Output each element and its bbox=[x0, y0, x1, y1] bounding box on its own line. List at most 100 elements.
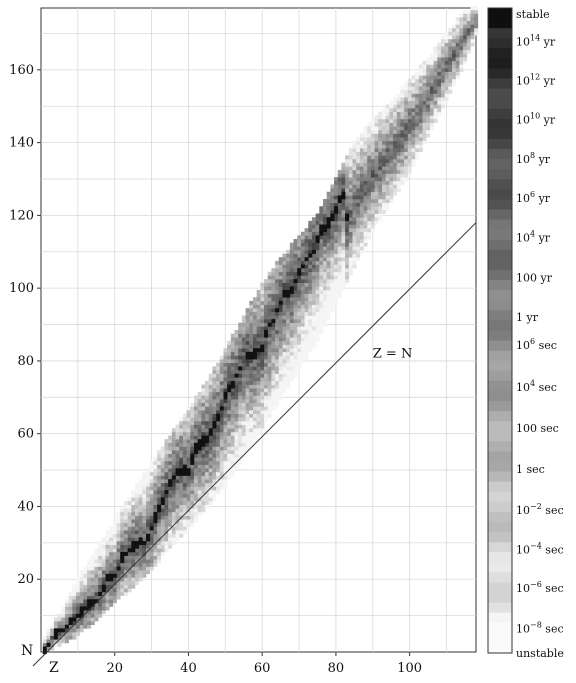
nuclide-cell bbox=[98, 555, 103, 560]
nuclide-cell bbox=[275, 279, 280, 284]
nuclide-cell bbox=[230, 370, 235, 374]
nuclide-cell bbox=[359, 173, 364, 178]
nuclide-cell bbox=[352, 224, 357, 229]
nuclide-cell bbox=[245, 311, 250, 316]
nuclide-cell bbox=[186, 428, 191, 433]
nuclide-cell bbox=[370, 209, 375, 214]
nuclide-cell bbox=[234, 333, 239, 338]
nuclide-cell bbox=[315, 308, 320, 313]
nuclide-cell bbox=[404, 162, 409, 167]
nuclide-cell bbox=[72, 628, 77, 633]
nuclide-cell bbox=[348, 271, 353, 276]
nuclide-cell bbox=[116, 519, 121, 524]
nuclide-cell bbox=[138, 577, 143, 582]
nuclide-cell bbox=[297, 362, 302, 367]
nuclide-cell bbox=[116, 522, 121, 527]
nuclide-cell bbox=[201, 391, 206, 396]
nuclide-cell bbox=[175, 446, 180, 451]
nuclide-cell bbox=[337, 217, 342, 222]
nuclide-cell bbox=[293, 311, 298, 316]
nuclide-cell bbox=[135, 490, 139, 495]
nuclide-cell bbox=[227, 377, 232, 382]
nuclide-cell bbox=[190, 417, 195, 422]
nuclide-cell bbox=[286, 286, 291, 291]
nuclide-cell bbox=[256, 322, 261, 327]
nuclide-cell bbox=[267, 399, 272, 404]
nuclide-cell bbox=[201, 453, 206, 458]
nuclide-cell bbox=[182, 413, 187, 418]
nuclide-cell bbox=[230, 402, 235, 407]
nuclide-cell bbox=[385, 206, 390, 211]
nuclide-cell bbox=[278, 275, 283, 280]
stable-nuclide-cell bbox=[87, 599, 92, 604]
stable-nuclide-cell bbox=[345, 213, 350, 218]
nuclide-cell bbox=[160, 541, 165, 545]
nuclide-cell bbox=[179, 511, 184, 516]
nuclide-cell bbox=[190, 406, 195, 411]
nuclide-cell bbox=[90, 581, 95, 585]
nuclide-cell bbox=[98, 562, 103, 567]
nuclide-cell bbox=[267, 304, 272, 309]
nuclide-cell bbox=[337, 202, 342, 207]
nuclide-cell bbox=[326, 271, 331, 276]
nuclide-cell bbox=[264, 395, 269, 400]
nuclide-cell bbox=[205, 431, 210, 436]
nuclide-cell bbox=[334, 217, 339, 222]
nuclide-cell bbox=[252, 388, 257, 393]
nuclide-cell bbox=[234, 348, 239, 353]
nuclide-cell bbox=[407, 89, 412, 94]
nuclide-cell bbox=[245, 406, 250, 411]
nuclide-cell bbox=[385, 162, 390, 167]
nuclide-cell bbox=[87, 584, 92, 589]
nuclide-cell bbox=[437, 111, 442, 116]
nuclide-cell bbox=[175, 511, 180, 516]
nuclide-cell bbox=[470, 31, 475, 36]
nuclide-cell bbox=[311, 224, 316, 229]
nuclide-cell bbox=[348, 220, 353, 225]
stable-nuclide-cell bbox=[123, 551, 128, 556]
nuclide-cell bbox=[90, 584, 95, 589]
stable-nuclides bbox=[42, 191, 350, 655]
nuclide-cell bbox=[138, 493, 143, 498]
nuclide-cell bbox=[241, 337, 246, 342]
nuclide-cell bbox=[223, 482, 228, 487]
nuclide-cell bbox=[411, 126, 416, 131]
nuclide-cell bbox=[315, 304, 320, 309]
nuclide-cell bbox=[171, 530, 176, 535]
nuclide-cell bbox=[153, 504, 158, 509]
nuclide-cell bbox=[381, 209, 386, 214]
nuclide-cell bbox=[282, 340, 287, 345]
nuclide-cell bbox=[109, 537, 114, 542]
nuclide-cell bbox=[311, 268, 316, 273]
nuclide-cell bbox=[326, 235, 331, 240]
nuclide-cell bbox=[455, 31, 460, 36]
nuclide-cell bbox=[282, 311, 287, 316]
nuclide-cell bbox=[149, 501, 154, 505]
nuclide-cell bbox=[201, 475, 206, 480]
nuclide-cell bbox=[157, 493, 162, 498]
nuclide-cell bbox=[319, 209, 324, 214]
nuclide-cell bbox=[138, 504, 143, 509]
nuclide-cell bbox=[311, 319, 316, 324]
nuclide-cell bbox=[223, 384, 228, 389]
nuclide-cell bbox=[381, 158, 386, 163]
nuclide-cell bbox=[341, 173, 346, 178]
nuclide-cell bbox=[267, 355, 272, 360]
nuclide-cell bbox=[193, 468, 198, 473]
nuclide-cell bbox=[175, 479, 180, 484]
nuclide-cell bbox=[153, 460, 158, 465]
nuclide-cell bbox=[289, 268, 294, 273]
nuclide-cell bbox=[334, 228, 339, 233]
nuclide-cell bbox=[223, 457, 228, 462]
nuclide-cell bbox=[359, 239, 364, 243]
nuclide-cell bbox=[433, 75, 438, 80]
nuclide-cell bbox=[149, 460, 154, 465]
nuclide-cell bbox=[440, 57, 445, 62]
nuclide-cell bbox=[76, 588, 81, 593]
nuclide-cell bbox=[245, 439, 250, 444]
nuclide-cell bbox=[407, 97, 412, 102]
nuclide-cell bbox=[252, 333, 257, 338]
nuclide-cell bbox=[68, 631, 73, 636]
stable-nuclide-cell bbox=[216, 413, 221, 418]
nuclide-cell bbox=[311, 297, 316, 302]
